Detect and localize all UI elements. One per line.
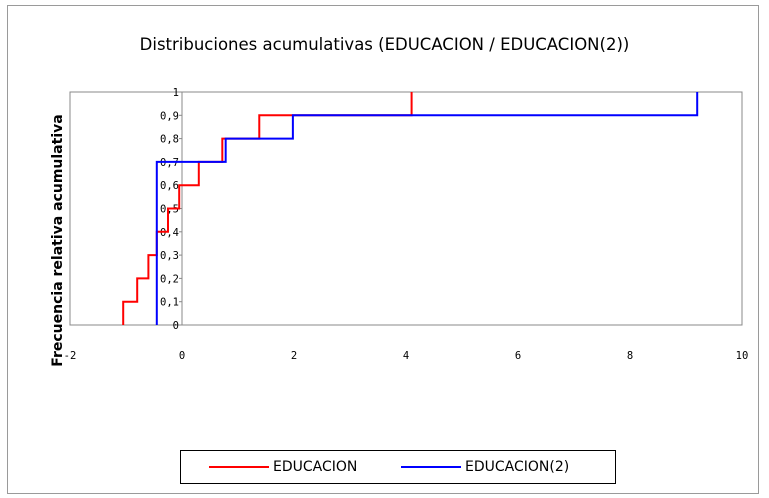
- legend-item-educacion: EDUCACION: [209, 451, 357, 483]
- x-tick-label: 2: [291, 350, 297, 362]
- plot-area-border: [69, 91, 743, 326]
- legend-label-educacion: EDUCACION: [273, 459, 358, 475]
- y-tick-label: 0,3: [160, 250, 179, 262]
- x-tick-label: 10: [736, 350, 749, 362]
- y-tick-label: 0,1: [160, 297, 179, 309]
- x-tick-label: 0: [179, 350, 185, 362]
- x-tick-label: 4: [403, 350, 409, 362]
- chart-legend: EDUCACION EDUCACION(2): [180, 450, 616, 484]
- y-tick-label: 0: [173, 320, 179, 332]
- legend-label-educacion-2: EDUCACION(2): [465, 459, 570, 475]
- legend-item-educacion-2: EDUCACION(2): [401, 451, 569, 483]
- legend-swatch-educacion-2: [401, 466, 461, 468]
- y-axis-label: Frecuencia relativa acumulativa: [50, 114, 66, 366]
- chart-frame: [7, 5, 759, 494]
- series-line-educacion-2: [155, 92, 699, 325]
- chart-title: Distribuciones acumulativas (EDUCACION /…: [139, 35, 630, 54]
- y-tick-label: 1: [173, 87, 179, 99]
- x-tick-label: 8: [627, 350, 633, 362]
- x-tick-label: -2: [64, 350, 77, 362]
- y-tick-label: 0,9: [160, 110, 179, 122]
- legend-swatch-educacion: [209, 466, 269, 468]
- y-tick-label: 0,2: [160, 273, 179, 285]
- y-tick-label: 0,4: [160, 227, 179, 239]
- x-tick-label: 6: [515, 350, 521, 362]
- y-tick-label: 0,6: [160, 180, 179, 192]
- y-tick-label: 0,8: [160, 134, 179, 146]
